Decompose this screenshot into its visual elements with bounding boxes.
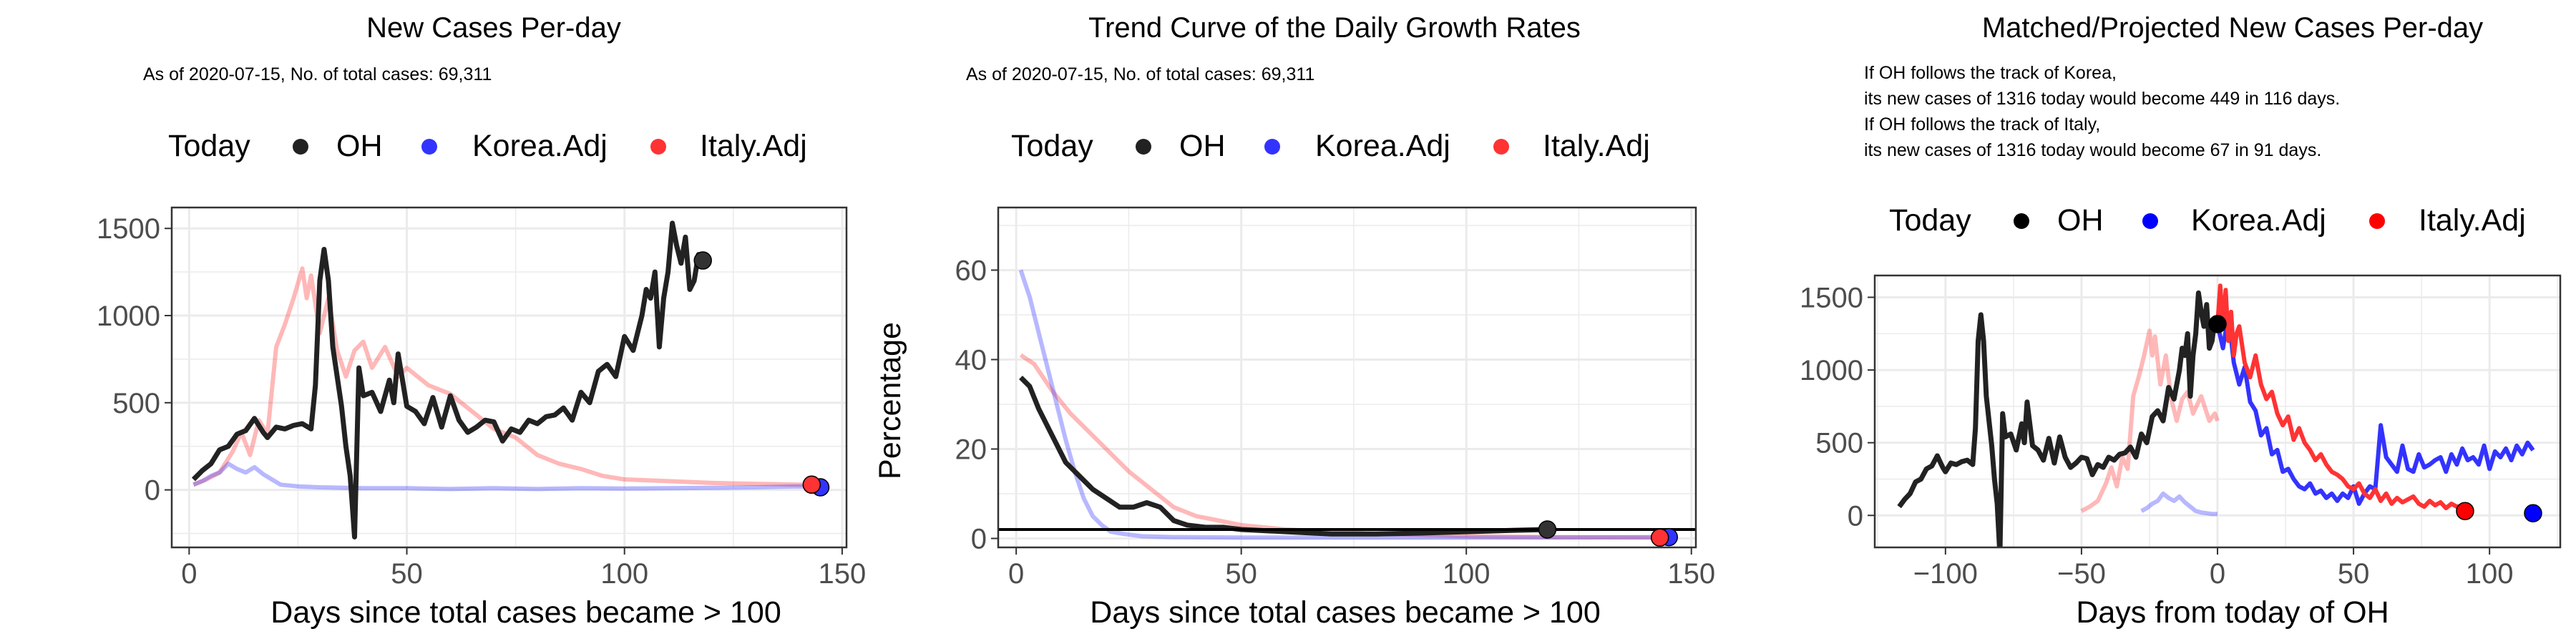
series-line-korea-adj-history-	[2140, 491, 2218, 517]
series-line-oh	[191, 220, 706, 540]
today-point-italy-adj	[802, 475, 821, 494]
panel3-legend-title: Today	[1889, 203, 1971, 238]
panel1-xlabel: Days since total cases became > 100	[270, 595, 781, 630]
y-tick-label: 60	[955, 255, 987, 287]
panel1-legend-italy: Italy.Adj	[700, 129, 807, 163]
panel2-ylabel: Percentage	[873, 322, 907, 479]
panel2-legend-italy: Italy.Adj	[1543, 129, 1650, 163]
panel-border	[170, 206, 848, 549]
y-tick-label: 0	[145, 475, 160, 507]
x-tick-label: 150	[819, 558, 867, 590]
series-line-oh	[1897, 290, 2220, 547]
panel1-legend-key-korea	[421, 139, 437, 155]
panel1-legend-oh: OH	[336, 129, 383, 163]
panel3-title: Matched/Projected New Cases Per-day	[1982, 12, 2483, 44]
x-tick-label: 50	[391, 558, 423, 590]
panel-border	[997, 206, 1697, 549]
series-line-italy-adj	[2215, 283, 2466, 511]
panel2-legend-korea: Korea.Adj	[1315, 129, 1450, 163]
panel1-legend-title: Today	[168, 129, 250, 163]
series-line-korea-adj	[1018, 269, 1669, 540]
series-line-korea-adj	[2215, 312, 2535, 506]
panel1-title: New Cases Per-day	[366, 12, 621, 44]
panel3-legend-key-oh	[2014, 213, 2029, 229]
panel1-legend: Today OH Korea.Adj Italy.Adj	[168, 129, 807, 163]
panel2-subtitle: As of 2020-07-15, No. of total cases: 69…	[966, 64, 1314, 84]
y-tick-label: 1000	[97, 301, 160, 332]
panel2-legend-key-italy	[1493, 139, 1509, 155]
panel1-legend-key-oh	[293, 139, 308, 155]
today-point-italy-adj	[2456, 502, 2474, 520]
panel1-subtitle: As of 2020-07-15, No. of total cases: 69…	[143, 64, 492, 84]
panel3-legend-key-italy	[2369, 213, 2385, 229]
x-tick-label: 100	[1443, 558, 1491, 590]
y-tick-label: 40	[955, 345, 987, 376]
x-tick-label: 50	[2338, 558, 2370, 590]
today-point-korea-adj	[2524, 504, 2542, 522]
panel3-legend: Today OH Korea.Adj Italy.Adj	[1889, 203, 2526, 238]
panel2-legend-oh: OH	[1179, 129, 1226, 163]
x-tick-label: 100	[600, 558, 648, 590]
y-tick-label: 0	[971, 524, 987, 555]
x-tick-label: 0	[2210, 558, 2225, 590]
y-tick-label: 1000	[1800, 355, 1863, 386]
y-tick-label: 1500	[1800, 282, 1863, 313]
panel3-subtitle-line4: its new cases of 1316 today would become…	[1864, 140, 2321, 160]
panel3-subtitle-line1: If OH follows the track of Korea,	[1864, 63, 2117, 83]
y-tick-label: 0	[1848, 500, 1863, 532]
y-tick-label: 500	[1815, 428, 1863, 459]
y-tick-label: 1500	[97, 213, 160, 245]
series-line-korea-adj	[192, 462, 821, 492]
panel2-title: Trend Curve of the Daily Growth Rates	[1088, 12, 1581, 44]
today-point-italy-adj	[1650, 528, 1669, 547]
panel3-legend-korea: Korea.Adj	[2191, 203, 2326, 238]
panel3-legend-italy: Italy.Adj	[2419, 203, 2526, 238]
x-tick-label: 0	[181, 558, 197, 590]
series-line-oh	[1019, 376, 1548, 537]
today-point-oh	[693, 251, 712, 270]
today-point-oh	[2208, 315, 2227, 333]
panel-border	[1873, 274, 2562, 549]
panel3-xlabel: Days from today of OH	[2076, 595, 2389, 630]
y-tick-label: 20	[955, 434, 987, 466]
x-tick-label: 50	[1225, 558, 1257, 590]
panel3-subtitle-line3: If OH follows the track of Italy,	[1864, 114, 2100, 135]
panel2-xlabel: Days since total cases became > 100	[1090, 595, 1600, 630]
panel1-legend-korea: Korea.Adj	[472, 129, 608, 163]
x-tick-label: −50	[2057, 558, 2106, 590]
panel3-legend-oh: OH	[2057, 203, 2104, 238]
panel3-legend-key-korea	[2142, 213, 2158, 229]
series-line-italy-adj-history-	[2080, 328, 2220, 513]
x-tick-label: −100	[1913, 558, 1978, 590]
panel2-legend-key-korea	[1264, 139, 1280, 155]
panel3-subtitle-line2: its new cases of 1316 today would become…	[1864, 89, 2340, 109]
panel2-legend: Today OH Korea.Adj Italy.Adj	[1011, 129, 1650, 163]
x-tick-label: 100	[2466, 558, 2514, 590]
panel2-plot: 0 50 100 150 0 20 40 60	[955, 206, 1715, 590]
series-line-italy-adj	[192, 266, 812, 487]
panel2-legend-key-oh	[1136, 139, 1151, 155]
x-tick-label: 150	[1667, 558, 1715, 590]
series-line-italy-adj	[1019, 353, 1660, 540]
x-tick-label: 0	[1008, 558, 1024, 590]
panel2-legend-title: Today	[1011, 129, 1093, 163]
panel1-legend-key-italy	[650, 139, 666, 155]
today-point-oh	[1538, 520, 1557, 539]
y-tick-label: 500	[112, 388, 160, 419]
